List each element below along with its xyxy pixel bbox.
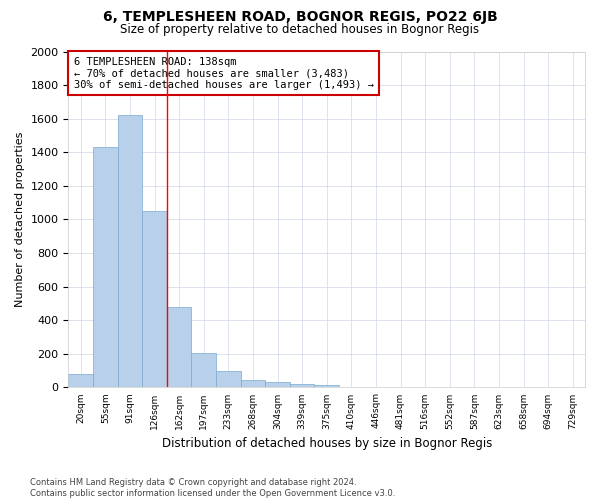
Text: 6, TEMPLESHEEN ROAD, BOGNOR REGIS, PO22 6JB: 6, TEMPLESHEEN ROAD, BOGNOR REGIS, PO22 … bbox=[103, 10, 497, 24]
Bar bbox=[216, 370, 241, 388]
Bar bbox=[142, 211, 167, 388]
Bar bbox=[191, 353, 216, 388]
Text: 6 TEMPLESHEEN ROAD: 138sqm
← 70% of detached houses are smaller (3,483)
30% of s: 6 TEMPLESHEEN ROAD: 138sqm ← 70% of deta… bbox=[74, 56, 374, 90]
Bar bbox=[314, 385, 339, 388]
X-axis label: Distribution of detached houses by size in Bognor Regis: Distribution of detached houses by size … bbox=[161, 437, 492, 450]
Text: Contains HM Land Registry data © Crown copyright and database right 2024.
Contai: Contains HM Land Registry data © Crown c… bbox=[30, 478, 395, 498]
Bar bbox=[167, 307, 191, 388]
Bar bbox=[241, 380, 265, 388]
Text: Size of property relative to detached houses in Bognor Regis: Size of property relative to detached ho… bbox=[121, 22, 479, 36]
Bar bbox=[68, 374, 93, 388]
Bar bbox=[93, 147, 118, 388]
Bar bbox=[265, 382, 290, 388]
Y-axis label: Number of detached properties: Number of detached properties bbox=[15, 132, 25, 307]
Bar bbox=[290, 384, 314, 388]
Bar bbox=[118, 116, 142, 388]
